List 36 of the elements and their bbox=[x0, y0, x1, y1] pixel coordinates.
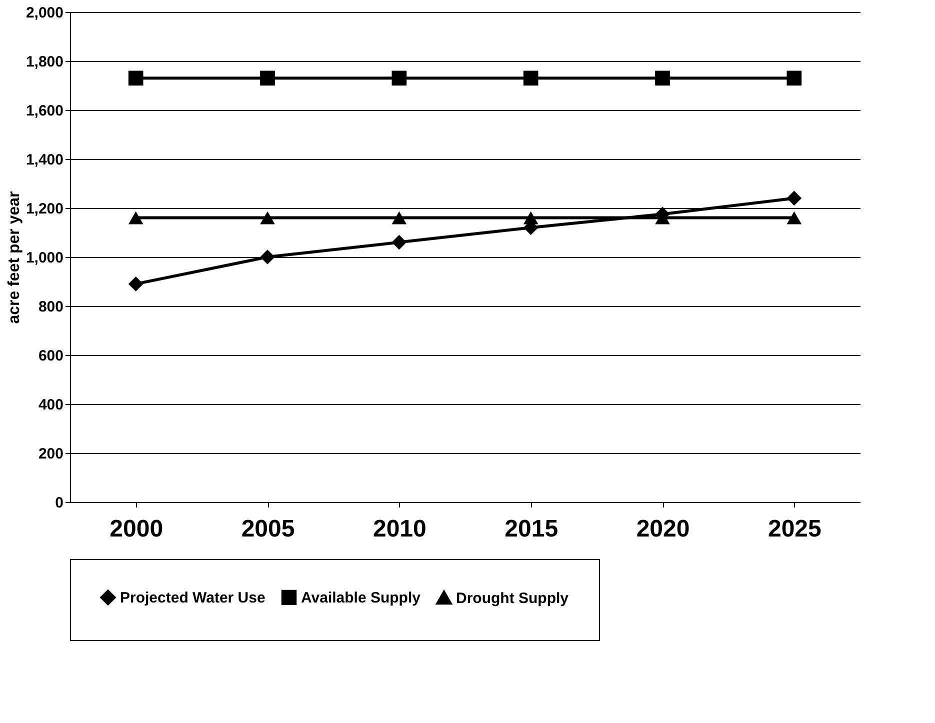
point bbox=[260, 250, 275, 264]
point bbox=[523, 70, 538, 86]
y-tick-label: 0 bbox=[55, 494, 64, 512]
y-tick-label: 2,000 bbox=[26, 4, 64, 22]
x-tick-label: 2015 bbox=[504, 516, 558, 542]
legend-label: Drought Supply bbox=[456, 590, 570, 607]
y-tick-label: 1,200 bbox=[26, 200, 64, 218]
x-tick-label: 2025 bbox=[768, 516, 822, 542]
y-tick-label: 1,800 bbox=[26, 54, 64, 70]
point bbox=[392, 234, 407, 250]
y-tick-label: 1,000 bbox=[26, 250, 64, 266]
point bbox=[128, 211, 144, 224]
x-tick-label: 2000 bbox=[110, 516, 164, 542]
y-tick-label: 1,400 bbox=[26, 152, 64, 168]
point bbox=[260, 211, 275, 224]
y-tick-label: 400 bbox=[38, 396, 64, 414]
x-tick-label: 2020 bbox=[636, 516, 690, 542]
y-tick-label: 800 bbox=[38, 298, 64, 316]
point bbox=[392, 211, 407, 224]
x-tick-label: 2005 bbox=[241, 516, 295, 542]
point bbox=[786, 211, 802, 224]
point bbox=[786, 190, 802, 206]
point bbox=[655, 70, 670, 86]
legend-label: Available Supply bbox=[301, 589, 422, 606]
legend-label: Projected Water Use bbox=[120, 589, 266, 606]
y-axis-title: acre feet per year bbox=[6, 191, 23, 324]
point bbox=[128, 276, 144, 292]
point bbox=[523, 211, 538, 224]
point bbox=[260, 70, 275, 86]
y-tick-label: 600 bbox=[38, 348, 64, 364]
x-tick-label: 2010 bbox=[372, 516, 426, 542]
point bbox=[128, 70, 144, 86]
y-tick-label: 200 bbox=[38, 446, 64, 462]
y-tick-label: 1,600 bbox=[26, 102, 64, 120]
point bbox=[392, 70, 407, 86]
point bbox=[786, 70, 802, 86]
